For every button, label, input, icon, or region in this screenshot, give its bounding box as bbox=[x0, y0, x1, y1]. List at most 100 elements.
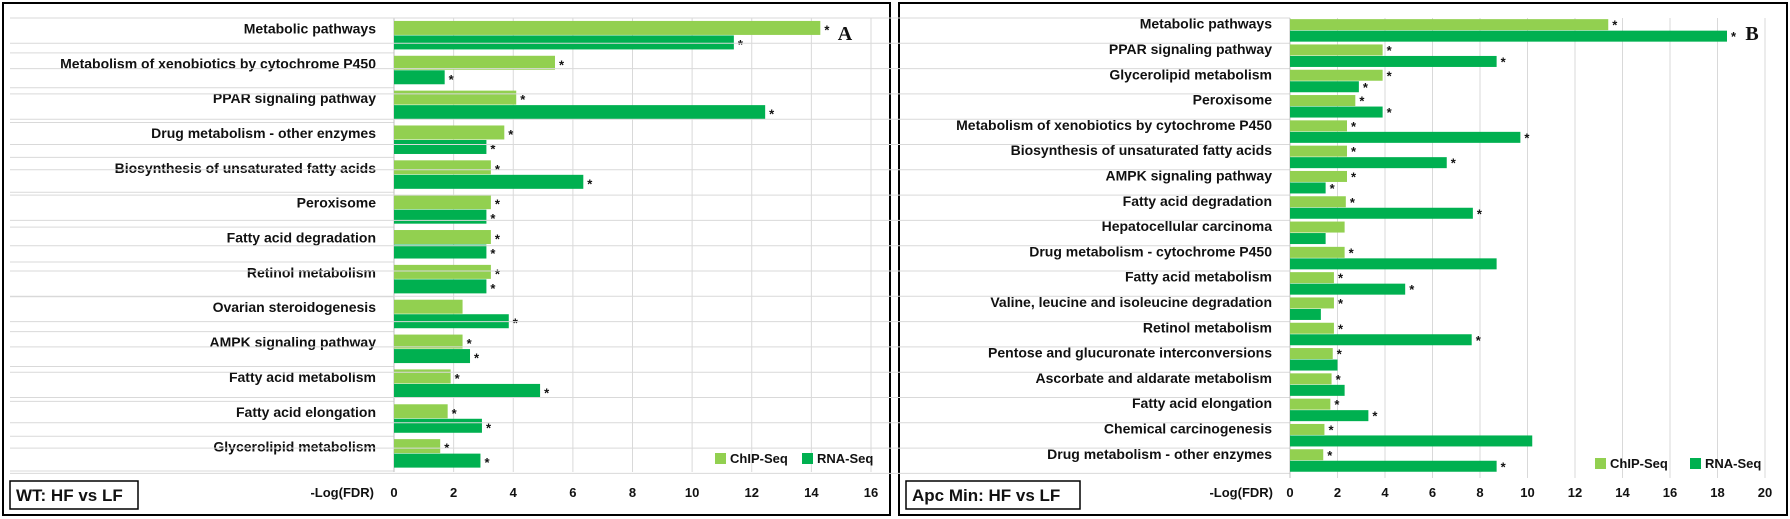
x-tick-label: 8 bbox=[629, 485, 636, 500]
rna-seq-bar bbox=[1290, 30, 1727, 42]
significance-asterisk: * bbox=[1501, 54, 1507, 69]
chip-seq-bar bbox=[394, 299, 463, 314]
category-label: Ascorbate and aldarate metabolism bbox=[1035, 370, 1272, 386]
chip-seq-bar bbox=[394, 264, 491, 279]
chip-seq-bar bbox=[1290, 69, 1383, 81]
significance-asterisk: * bbox=[1338, 296, 1344, 311]
rna-seq-bar bbox=[394, 209, 487, 224]
category-label: Fatty acid elongation bbox=[236, 404, 376, 420]
x-tick-label: 14 bbox=[1615, 485, 1630, 500]
category-label: Peroxisome bbox=[297, 195, 377, 211]
chip-seq-bar bbox=[1290, 373, 1332, 385]
x-tick-label: 0 bbox=[1286, 485, 1293, 500]
significance-asterisk: * bbox=[559, 57, 565, 72]
chip-seq-bar bbox=[1290, 297, 1334, 309]
chip-seq-bar bbox=[394, 334, 463, 349]
significance-asterisk: * bbox=[520, 92, 526, 107]
significance-asterisk: * bbox=[1612, 18, 1618, 33]
significance-asterisk: * bbox=[1731, 29, 1737, 44]
category-label: Pentose and glucuronate interconversions bbox=[988, 345, 1272, 361]
panel-subtitle: WT: HF vs LF bbox=[16, 486, 123, 505]
significance-asterisk: * bbox=[1477, 206, 1483, 221]
rna-seq-bar bbox=[394, 174, 584, 189]
x-tick-label: 12 bbox=[745, 485, 759, 500]
rna-seq-bar bbox=[394, 244, 487, 259]
subtitle-box bbox=[9, 480, 139, 510]
category-label: Metabolism of xenobiotics by cytochrome … bbox=[956, 117, 1272, 133]
chip-seq-bar bbox=[394, 230, 491, 245]
significance-asterisk: * bbox=[508, 127, 514, 142]
rna-seq-bar bbox=[1290, 207, 1473, 219]
significance-asterisk: * bbox=[1476, 333, 1482, 348]
x-tick-label: 6 bbox=[569, 485, 576, 500]
rna-seq-bar bbox=[1290, 384, 1345, 396]
panel-letter: B bbox=[1745, 23, 1758, 45]
panel-a-chart: 0 2 4 6 8 10 12 14 16 -Log(FDR) Metabolic pathways… bbox=[2, 2, 891, 516]
significance-asterisk: * bbox=[1337, 347, 1343, 362]
chip-seq-bar bbox=[394, 125, 505, 140]
significance-asterisk: * bbox=[513, 316, 519, 331]
legend-chip-label: ChIP-Seq bbox=[730, 451, 788, 466]
chip-seq-bar bbox=[1290, 170, 1347, 182]
significance-asterisk: * bbox=[1338, 271, 1344, 286]
significance-asterisk: * bbox=[452, 406, 458, 421]
category-label: Fatty acid metabolism bbox=[1125, 269, 1272, 285]
rna-seq-bar bbox=[394, 35, 734, 50]
significance-asterisk: * bbox=[1351, 169, 1357, 184]
chip-seq-bar bbox=[1290, 196, 1346, 208]
significance-asterisk: * bbox=[474, 351, 480, 366]
legend-rna-label: RNA-Seq bbox=[1705, 456, 1761, 471]
legend-rna-label: RNA-Seq bbox=[817, 451, 873, 466]
category-label: Retinol metabolism bbox=[247, 264, 376, 280]
significance-asterisk: * bbox=[467, 336, 473, 351]
chip-seq-bar bbox=[394, 439, 441, 454]
chip-seq-bar bbox=[1290, 44, 1383, 56]
x-tick-label: 4 bbox=[1381, 485, 1389, 500]
significance-asterisk: * bbox=[486, 420, 492, 435]
significance-asterisk: * bbox=[1349, 245, 1355, 260]
significance-asterisk: * bbox=[1409, 282, 1415, 297]
chip-seq-bar bbox=[394, 55, 555, 70]
rna-seq-bar bbox=[1290, 334, 1472, 346]
rna-seq-bar bbox=[394, 139, 487, 154]
significance-asterisk: * bbox=[484, 455, 490, 470]
panel-frame bbox=[2, 2, 891, 516]
chip-seq-bar bbox=[394, 90, 517, 105]
significance-asterisk: * bbox=[544, 385, 550, 400]
significance-asterisk: * bbox=[490, 211, 496, 226]
chip-seq-bar bbox=[1290, 272, 1334, 284]
category-label: Biosynthesis of unsaturated fatty acids bbox=[1011, 142, 1273, 158]
rna-seq-bar bbox=[1290, 359, 1338, 371]
significance-asterisk: * bbox=[1328, 422, 1334, 437]
panel-letter: A bbox=[838, 23, 853, 45]
rna-seq-bar bbox=[1290, 157, 1447, 169]
significance-asterisk: * bbox=[490, 281, 496, 296]
chip-seq-bar bbox=[1290, 423, 1325, 435]
rna-seq-bar bbox=[394, 70, 445, 85]
x-tick-label: 6 bbox=[1429, 485, 1436, 500]
significance-asterisk: * bbox=[738, 37, 744, 52]
significance-asterisk: * bbox=[824, 22, 830, 37]
chip-seq-bar bbox=[1290, 246, 1345, 258]
chip-seq-bar bbox=[1290, 95, 1356, 107]
legend-rna-swatch bbox=[1690, 458, 1701, 469]
chip-seq-bar bbox=[1290, 322, 1334, 334]
significance-asterisk: * bbox=[769, 107, 775, 122]
chip-seq-bar bbox=[394, 195, 491, 210]
rna-seq-bar bbox=[394, 349, 471, 364]
category-label: Metabolism of xenobiotics by cytochrome … bbox=[60, 55, 376, 71]
category-label: Chemical carcinogenesis bbox=[1104, 420, 1272, 436]
significance-asterisk: * bbox=[1330, 181, 1336, 196]
significance-asterisk: * bbox=[490, 246, 496, 261]
chip-seq-bar bbox=[1290, 145, 1347, 157]
chip-seq-bar bbox=[394, 404, 448, 419]
significance-asterisk: * bbox=[1336, 372, 1342, 387]
chip-seq-bar bbox=[1290, 398, 1331, 410]
subtitle-box bbox=[905, 480, 1081, 510]
significance-asterisk: * bbox=[1327, 448, 1333, 463]
rna-seq-bar bbox=[394, 279, 487, 294]
significance-asterisk: * bbox=[1387, 68, 1393, 83]
rna-seq-bar bbox=[394, 105, 766, 120]
rna-seq-bar bbox=[1290, 182, 1326, 194]
